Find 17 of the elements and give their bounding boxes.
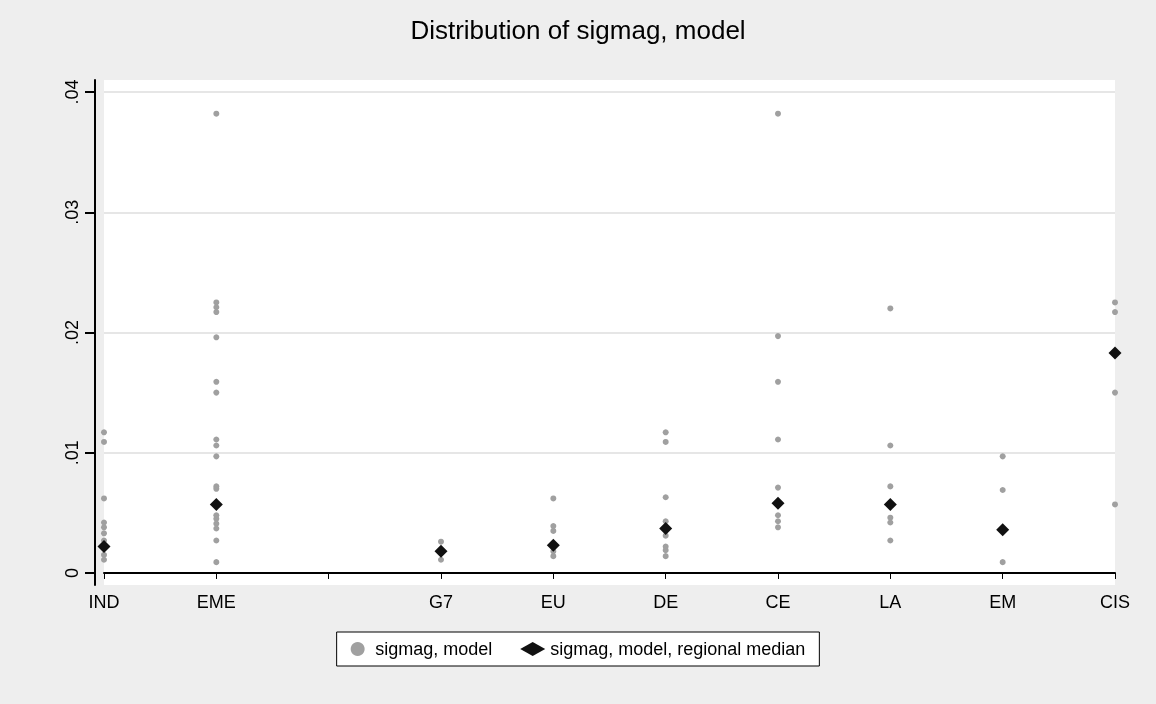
y-tick-label: .04: [62, 79, 82, 105]
y-tick-label: 0: [62, 567, 82, 578]
y-tick-label: .01: [62, 440, 82, 466]
x-tick-label: EM: [989, 592, 1017, 612]
x-tick-label: DE: [653, 592, 679, 612]
chart-title: Distribution of sigmag, model: [410, 15, 746, 45]
x-tick-label: IND: [88, 592, 120, 612]
y-tick-label: .03: [62, 199, 82, 225]
x-tick-label: G7: [428, 592, 454, 612]
x-tick-label: EME: [196, 592, 236, 612]
x-tick-label: EU: [540, 592, 566, 612]
legend-label: sigmag, model: [375, 639, 493, 659]
x-tick-label: LA: [879, 592, 902, 612]
legend-label: sigmag, model, regional median: [550, 639, 806, 659]
x-tick-label: CE: [765, 592, 791, 612]
x-tick-label: CIS: [1099, 592, 1131, 612]
y-tick-label: .02: [62, 319, 82, 346]
